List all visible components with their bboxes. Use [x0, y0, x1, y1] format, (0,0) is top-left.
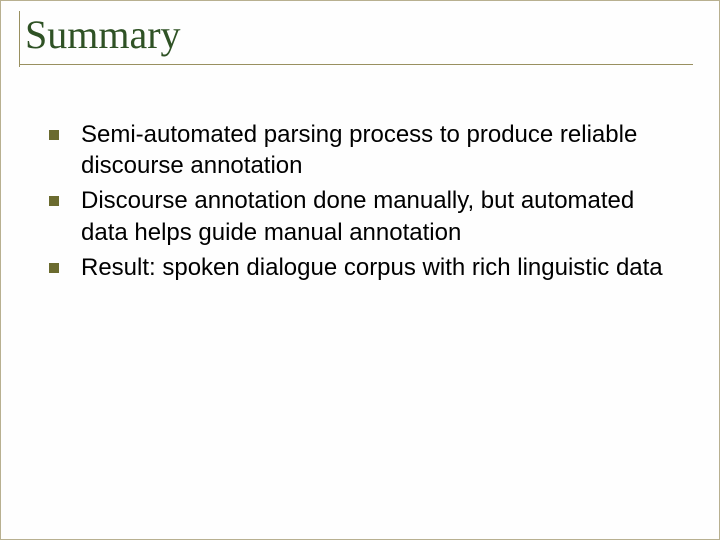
- square-bullet-icon: [49, 263, 59, 273]
- square-bullet-icon: [49, 130, 59, 140]
- square-bullet-icon: [49, 196, 59, 206]
- list-item: Semi-automated parsing process to produc…: [49, 119, 679, 181]
- content-area: Semi-automated parsing process to produc…: [49, 119, 679, 287]
- bullet-text: Discourse annotation done manually, but …: [81, 185, 679, 247]
- list-item: Discourse annotation done manually, but …: [49, 185, 679, 247]
- list-item: Result: spoken dialogue corpus with rich…: [49, 252, 679, 283]
- slide: Summary Semi-automated parsing process t…: [0, 0, 720, 540]
- slide-title: Summary: [25, 11, 693, 58]
- bullet-text: Semi-automated parsing process to produc…: [81, 119, 679, 181]
- bullet-text: Result: spoken dialogue corpus with rich…: [81, 252, 663, 283]
- title-container: Summary: [19, 11, 693, 65]
